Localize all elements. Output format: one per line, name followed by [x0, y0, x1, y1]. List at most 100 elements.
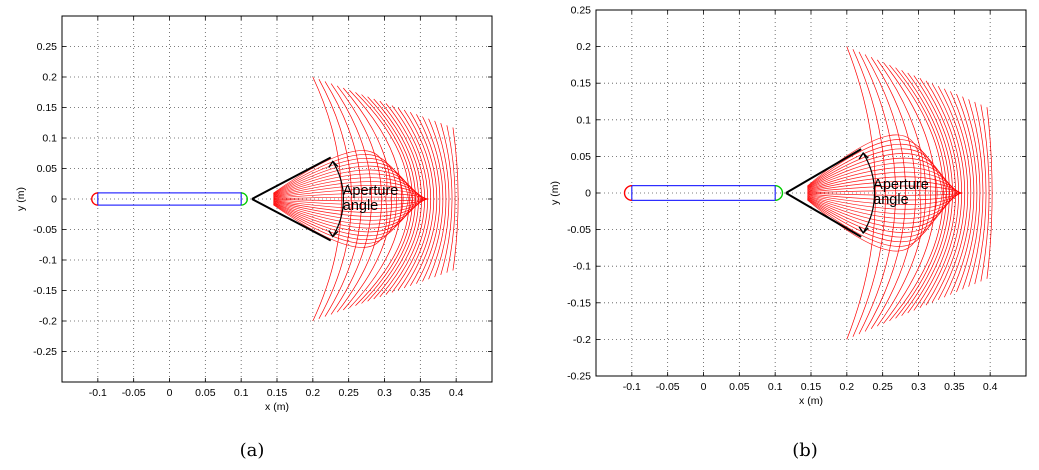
chart-a-aperture-arc — [332, 161, 345, 237]
chart-b-xtick-label-2: 0 — [701, 381, 707, 393]
chart-a-envelope-16 — [410, 111, 438, 287]
chart-a-body — [97, 192, 242, 206]
chart-b-ylabel: y (m) — [549, 181, 561, 205]
chart-b-envelope-2 — [858, 51, 896, 335]
chart-a-trajectory-12 — [273, 198, 429, 202]
chart-a-envelope-17 — [416, 114, 441, 284]
chart-b-envelope-15 — [937, 85, 969, 301]
chart-b-fan-upper — [785, 148, 862, 194]
chart-a-xtick-label-9: 0.35 — [410, 387, 431, 399]
chart-b-trajectory-24 — [807, 139, 931, 194]
chart-a-tail-arc — [91, 192, 98, 206]
chart-a-trajectory-21 — [273, 165, 413, 200]
chart-a-trajectory-8 — [273, 198, 424, 217]
chart-b-envelope-5 — [877, 59, 927, 327]
caption-b: (b) — [792, 440, 818, 461]
chart-a-xtick-label-5: 0.15 — [267, 387, 288, 399]
chart-b-xtick-label-9: 0.35 — [944, 381, 965, 393]
chart-b-xtick-label-4: 0.1 — [768, 381, 783, 393]
chart-a-xtick-label-1: -0.05 — [122, 387, 146, 399]
chart-a-ytick-label-3: -0.1 — [39, 255, 57, 267]
chart-a-ylabel: y (m) — [15, 187, 27, 211]
chart-b-envelope-16 — [943, 88, 972, 298]
chart-a-ytick-label-2: -0.15 — [33, 285, 57, 297]
chart-b-envelope-11 — [913, 75, 956, 311]
chart-panel-b: -0.1 -0.05 0 0.05 0.1 0.15 0.2 0.25 0.3 0.35 0.4 -0… — [540, 0, 1039, 440]
chart-a-ytick-label-4: -0.05 — [33, 224, 57, 236]
chart-a-ytick-label-8: 0.15 — [37, 102, 58, 114]
chart-b-trajectories — [807, 46, 993, 340]
chart-b-annotation-0-line-1: angle — [873, 192, 908, 208]
chart-a-envelope-2 — [324, 81, 362, 317]
chart-b-envelope-13 — [925, 80, 963, 306]
chart-b-xlabel: x (m) — [799, 395, 823, 407]
chart-b-trajectory-9 — [807, 192, 959, 210]
chart-b-envelope-14 — [931, 83, 966, 303]
chart-a-xtick-label-6: 0.2 — [306, 387, 321, 399]
chart-b-xtick-label-6: 0.2 — [840, 381, 855, 393]
chart-b-aperture-arc — [862, 152, 876, 234]
chart-b-envelope-3 — [864, 54, 906, 332]
chart-b-envelope-21 — [974, 101, 987, 285]
chart-b-ytick-label-3: -0.1 — [573, 261, 591, 273]
chart-a-envelope-3 — [330, 83, 372, 315]
chart-b-envelope-8 — [895, 67, 947, 319]
chart-a-trajectory-11 — [273, 198, 428, 206]
chart-a-trajectory-20 — [273, 169, 417, 200]
chart-a-envelope-15 — [403, 109, 434, 289]
chart-a-xtick-label-8: 0.3 — [377, 387, 392, 399]
chart-b-ytick-label-6: 0.05 — [571, 151, 592, 163]
chart-a-envelope-8 — [361, 94, 413, 304]
chart-a-ytick-label-6: 0.05 — [37, 163, 58, 175]
chart-a-fan-lower — [251, 198, 332, 242]
chart-b-aperture-arrow-bottom — [858, 226, 869, 235]
chart-b-svg: -0.1 -0.05 0 0.05 0.1 0.15 0.2 0.25 0.3 0.35 0.4 -0… — [549, 5, 1027, 407]
chart-a-envelope-19 — [428, 118, 447, 280]
chart-b-tail-arc — [623, 184, 632, 202]
chart-b-xtick-label-7: 0.25 — [872, 381, 893, 393]
chart-a-annotation-0-line-1: angle — [343, 198, 378, 214]
chart-a-envelope-0 — [312, 76, 342, 322]
chart-a-envelope-11 — [379, 100, 422, 298]
chart-b-ytick-label-1: -0.2 — [573, 334, 591, 346]
chart-b-xtick-label-10: 0.4 — [983, 381, 998, 393]
chart-a-ytick-label-1: -0.2 — [39, 316, 57, 328]
chart-a-envelope-12 — [385, 103, 425, 295]
chart-a-aperture-arrow-bottom — [328, 230, 339, 238]
chart-b-envelope-20 — [968, 99, 984, 287]
chart-b-envelope-17 — [950, 91, 975, 295]
chart-a-trajectory-3 — [273, 198, 409, 237]
chart-a-envelope-21 — [440, 123, 453, 275]
chart-b-xtick-label-0: -0.1 — [623, 381, 641, 393]
chart-a-envelope-23 — [452, 127, 459, 271]
chart-panel-a: -0.1 -0.05 0 0.05 0.1 0.15 0.2 0.25 0.3 0.35 0.4 -0… — [0, 0, 500, 440]
chart-b-body — [631, 185, 776, 201]
chart-b-ytick-label-5: 0 — [585, 188, 591, 200]
chart-b-ytick-label-10: 0.25 — [571, 5, 592, 17]
chart-b-envelope-10 — [907, 72, 953, 314]
chart-a-annotation-0-line-0: Aperture — [343, 183, 399, 199]
chart-a-trajectory-25 — [273, 150, 388, 200]
chart-b-xtick-label-1: -0.05 — [656, 381, 680, 393]
chart-a-envelope-10 — [373, 98, 419, 300]
chart-b-ytick-label-0: -0.25 — [567, 371, 591, 383]
chart-a-fan-upper — [251, 156, 332, 200]
chart-a-ytick-label-5: 0 — [51, 194, 57, 206]
chart-a-trajectory-24 — [273, 154, 397, 200]
chart-b-envelope-18 — [956, 93, 978, 293]
chart-b-xtick-label-3: 0.05 — [729, 381, 750, 393]
chart-a-ytick-label-0: -0.25 — [33, 346, 57, 358]
chart-b-ticks: -0.1 -0.05 0 0.05 0.1 0.15 0.2 0.25 0.3 0.35 0.4 -0… — [567, 5, 1026, 393]
chart-a-envelope-18 — [422, 116, 444, 282]
chart-a-xtick-label-7: 0.25 — [338, 387, 359, 399]
chart-a-xtick-label-2: 0 — [167, 387, 173, 399]
chart-a-xlabel: x (m) — [265, 401, 289, 413]
caption-a: (a) — [239, 440, 265, 461]
chart-a-trajectory-22 — [273, 161, 409, 200]
chart-b-trajectory-21 — [807, 153, 947, 194]
chart-a-xtick-label-10: 0.4 — [449, 387, 464, 399]
chart-b-xtick-label-5: 0.15 — [801, 381, 822, 393]
chart-b-head-arc — [775, 184, 784, 202]
chart-b-trajectory-8 — [807, 192, 958, 215]
chart-a-svg: -0.1 -0.05 0 0.05 0.1 0.15 0.2 0.25 0.3 0.35 0.4 -0… — [15, 15, 493, 413]
